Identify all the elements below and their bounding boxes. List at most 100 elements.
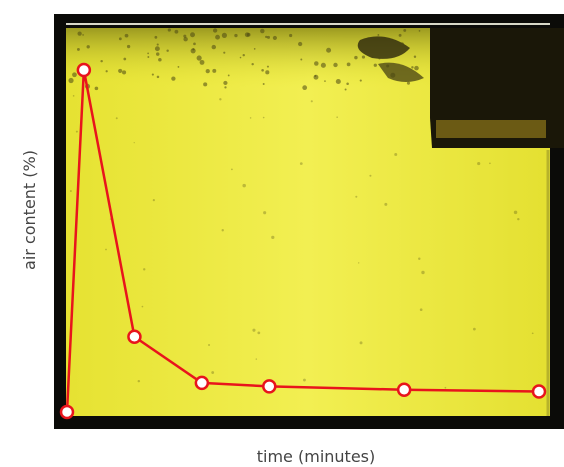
bubble: [249, 117, 252, 119]
bubble: [212, 68, 217, 73]
bubble: [137, 379, 141, 383]
bubble: [359, 79, 362, 82]
bubble: [234, 33, 238, 38]
data-point-1: [76, 62, 92, 78]
bubble: [141, 305, 144, 308]
x-axis-label: time (minutes): [257, 447, 375, 466]
bubble: [215, 34, 220, 40]
bubble: [223, 51, 226, 54]
bubble: [123, 57, 127, 61]
bubble: [196, 55, 202, 61]
bubble: [394, 152, 398, 156]
bubble: [156, 52, 160, 56]
bubble: [147, 56, 150, 58]
bubble: [94, 86, 99, 91]
bubble: [320, 62, 326, 68]
bubble: [105, 70, 108, 73]
bubble: [72, 94, 75, 97]
bubble: [298, 41, 303, 47]
bubble: [152, 199, 155, 202]
bubble: [346, 62, 351, 67]
bubble: [118, 37, 122, 41]
bubble: [414, 65, 419, 71]
bubble: [289, 33, 293, 38]
bubble: [252, 328, 256, 332]
stirrer-plate: [436, 120, 546, 138]
bubble: [271, 235, 275, 239]
bubble: [221, 32, 227, 38]
bubble: [219, 98, 222, 101]
bubble: [183, 34, 187, 38]
bubble: [221, 229, 224, 232]
bubble: [143, 268, 146, 271]
bubble: [190, 48, 196, 54]
bubble: [251, 62, 254, 66]
bubble: [260, 28, 265, 34]
bubble: [171, 76, 176, 81]
bubble: [390, 72, 396, 78]
bubble: [314, 74, 317, 77]
bubble: [413, 55, 417, 58]
bubble: [68, 77, 74, 84]
data-point-3: [194, 375, 210, 391]
bubble: [239, 56, 242, 59]
bubble: [265, 35, 268, 39]
series-air-content: [59, 62, 547, 420]
bubble: [133, 142, 135, 144]
bubble: [203, 82, 208, 87]
oil-sample-photo: [54, 14, 564, 429]
bubble: [211, 44, 216, 50]
data-point-5: [396, 382, 412, 398]
bubble: [373, 63, 377, 67]
bubble: [126, 44, 131, 49]
bubble: [118, 68, 123, 73]
bubble: [86, 45, 90, 49]
bubble: [154, 46, 160, 52]
bubble: [266, 35, 270, 39]
data-point-6: [531, 384, 547, 399]
bubble: [151, 73, 154, 76]
bubble: [261, 69, 264, 72]
surface-turbulence-2: [378, 62, 424, 82]
bubble: [199, 59, 205, 65]
bubble: [77, 31, 82, 36]
bubble: [154, 35, 158, 39]
bubble: [421, 270, 425, 275]
bubble: [531, 332, 534, 335]
bubble: [82, 34, 84, 36]
bubble: [333, 62, 338, 68]
bubble: [513, 210, 518, 215]
bubble: [399, 42, 405, 47]
bubble: [299, 162, 303, 165]
bubble: [355, 195, 358, 198]
bubble: [156, 75, 160, 79]
bubble: [300, 58, 303, 61]
bubble: [115, 117, 118, 120]
bubbles: [68, 28, 534, 389]
bubble: [418, 30, 421, 32]
bubble: [377, 34, 380, 36]
bubble: [369, 174, 372, 177]
bubble: [326, 47, 332, 53]
bubble: [324, 80, 326, 82]
bubble: [378, 57, 381, 60]
bubble: [398, 33, 402, 37]
bubble: [246, 32, 251, 37]
bubble: [158, 58, 162, 62]
bubble: [223, 80, 228, 86]
data-point-2: [127, 329, 142, 345]
bubble: [257, 331, 261, 335]
bubble: [489, 162, 491, 165]
bubble: [346, 82, 349, 86]
bubble: [477, 161, 481, 166]
bubble: [166, 49, 169, 52]
bubble: [336, 116, 338, 119]
bubble: [265, 70, 270, 75]
bubble: [147, 52, 149, 55]
y-axis-label: air content (%): [20, 150, 39, 270]
bubble: [121, 70, 127, 75]
bubble: [174, 29, 179, 34]
bubble: [231, 168, 233, 171]
data-point-4: [262, 379, 277, 394]
